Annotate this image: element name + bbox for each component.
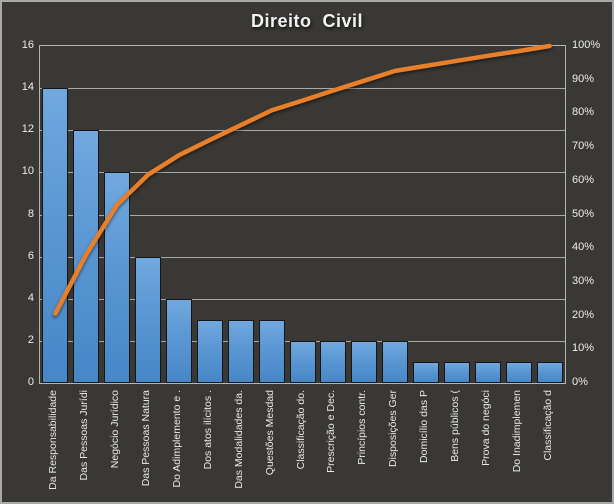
right-axis-tick-label: 50% — [572, 207, 595, 220]
category-label: Prescrição e Dec. — [325, 390, 338, 473]
category-label: Das Modalidades da. — [232, 390, 245, 489]
right-axis-tick-label: 10% — [572, 342, 595, 355]
left-axis-tick-label: 8 — [27, 207, 34, 220]
right-axis-tick-label: 20% — [572, 308, 595, 321]
left-axis-tick-label: 0 — [27, 376, 34, 388]
category-label: Classificação do. — [294, 390, 307, 470]
bar — [474, 361, 501, 383]
gridline — [40, 88, 565, 90]
bar — [413, 361, 440, 383]
gridline — [40, 256, 565, 258]
bar — [351, 340, 378, 383]
category-label: Princípios contr. — [356, 390, 369, 465]
cumulative-line — [53, 43, 552, 316]
right-axis-tick-label: 100% — [572, 39, 601, 51]
gridline — [40, 298, 565, 300]
bar — [443, 361, 470, 383]
bar — [227, 319, 254, 383]
category-label: Bens públicos ( — [448, 390, 461, 462]
category-label: Domicílio das P — [418, 390, 431, 463]
right-axis-tick-label: 80% — [572, 106, 595, 119]
left-axis-tick-label: 4 — [27, 291, 34, 304]
left-axis-tick-label: 14 — [21, 81, 34, 94]
bar — [42, 88, 69, 383]
left-axis-tick-label: 6 — [27, 249, 34, 262]
gridline — [40, 130, 565, 132]
right-axis-tick-label: 60% — [572, 173, 595, 186]
right-axis-tick-label: 70% — [572, 140, 595, 153]
bar — [165, 298, 192, 383]
left-axis-tick-label: 10 — [21, 165, 34, 178]
bar — [320, 340, 347, 383]
right-axis-tick-label: 0% — [572, 376, 588, 388]
plot-area — [39, 43, 566, 384]
left-axis-tick-label: 16 — [21, 39, 34, 51]
bar — [382, 340, 409, 383]
category-label: Das Pessoas Natura — [140, 390, 153, 487]
category-label: Dos atos ilícitos . — [201, 390, 214, 470]
category-label: Disposições Ger — [387, 390, 400, 468]
cumulative-line-path — [53, 43, 552, 316]
left-axis-tick-label: 2 — [27, 333, 34, 346]
bar — [505, 361, 532, 383]
category-label: Do Inadimplemen — [510, 390, 523, 473]
chart-title: Direito Civil — [250, 11, 364, 31]
left-axis-tick-label: 12 — [21, 123, 34, 136]
category-label: Prova do negóci — [479, 390, 492, 466]
bar — [258, 319, 285, 383]
right-axis-tick-label: 40% — [572, 241, 595, 254]
bar — [536, 361, 563, 383]
category-label: Do Adimplemento e . — [170, 390, 183, 488]
category-label: Da Responsabilidade — [47, 390, 60, 490]
category-label: Classificação d — [541, 390, 554, 461]
bar — [289, 340, 316, 383]
category-label: Negócio Jurídico — [109, 390, 122, 469]
bar — [196, 319, 223, 383]
right-axis-tick-label: 90% — [572, 72, 595, 85]
gridline — [40, 172, 565, 174]
category-label: Das Pessoas Jurídi — [78, 390, 91, 481]
right-axis-tick-label: 30% — [572, 274, 595, 287]
gridline — [40, 214, 565, 216]
bar — [135, 256, 162, 383]
category-label: Questões Mesdad — [263, 390, 276, 476]
